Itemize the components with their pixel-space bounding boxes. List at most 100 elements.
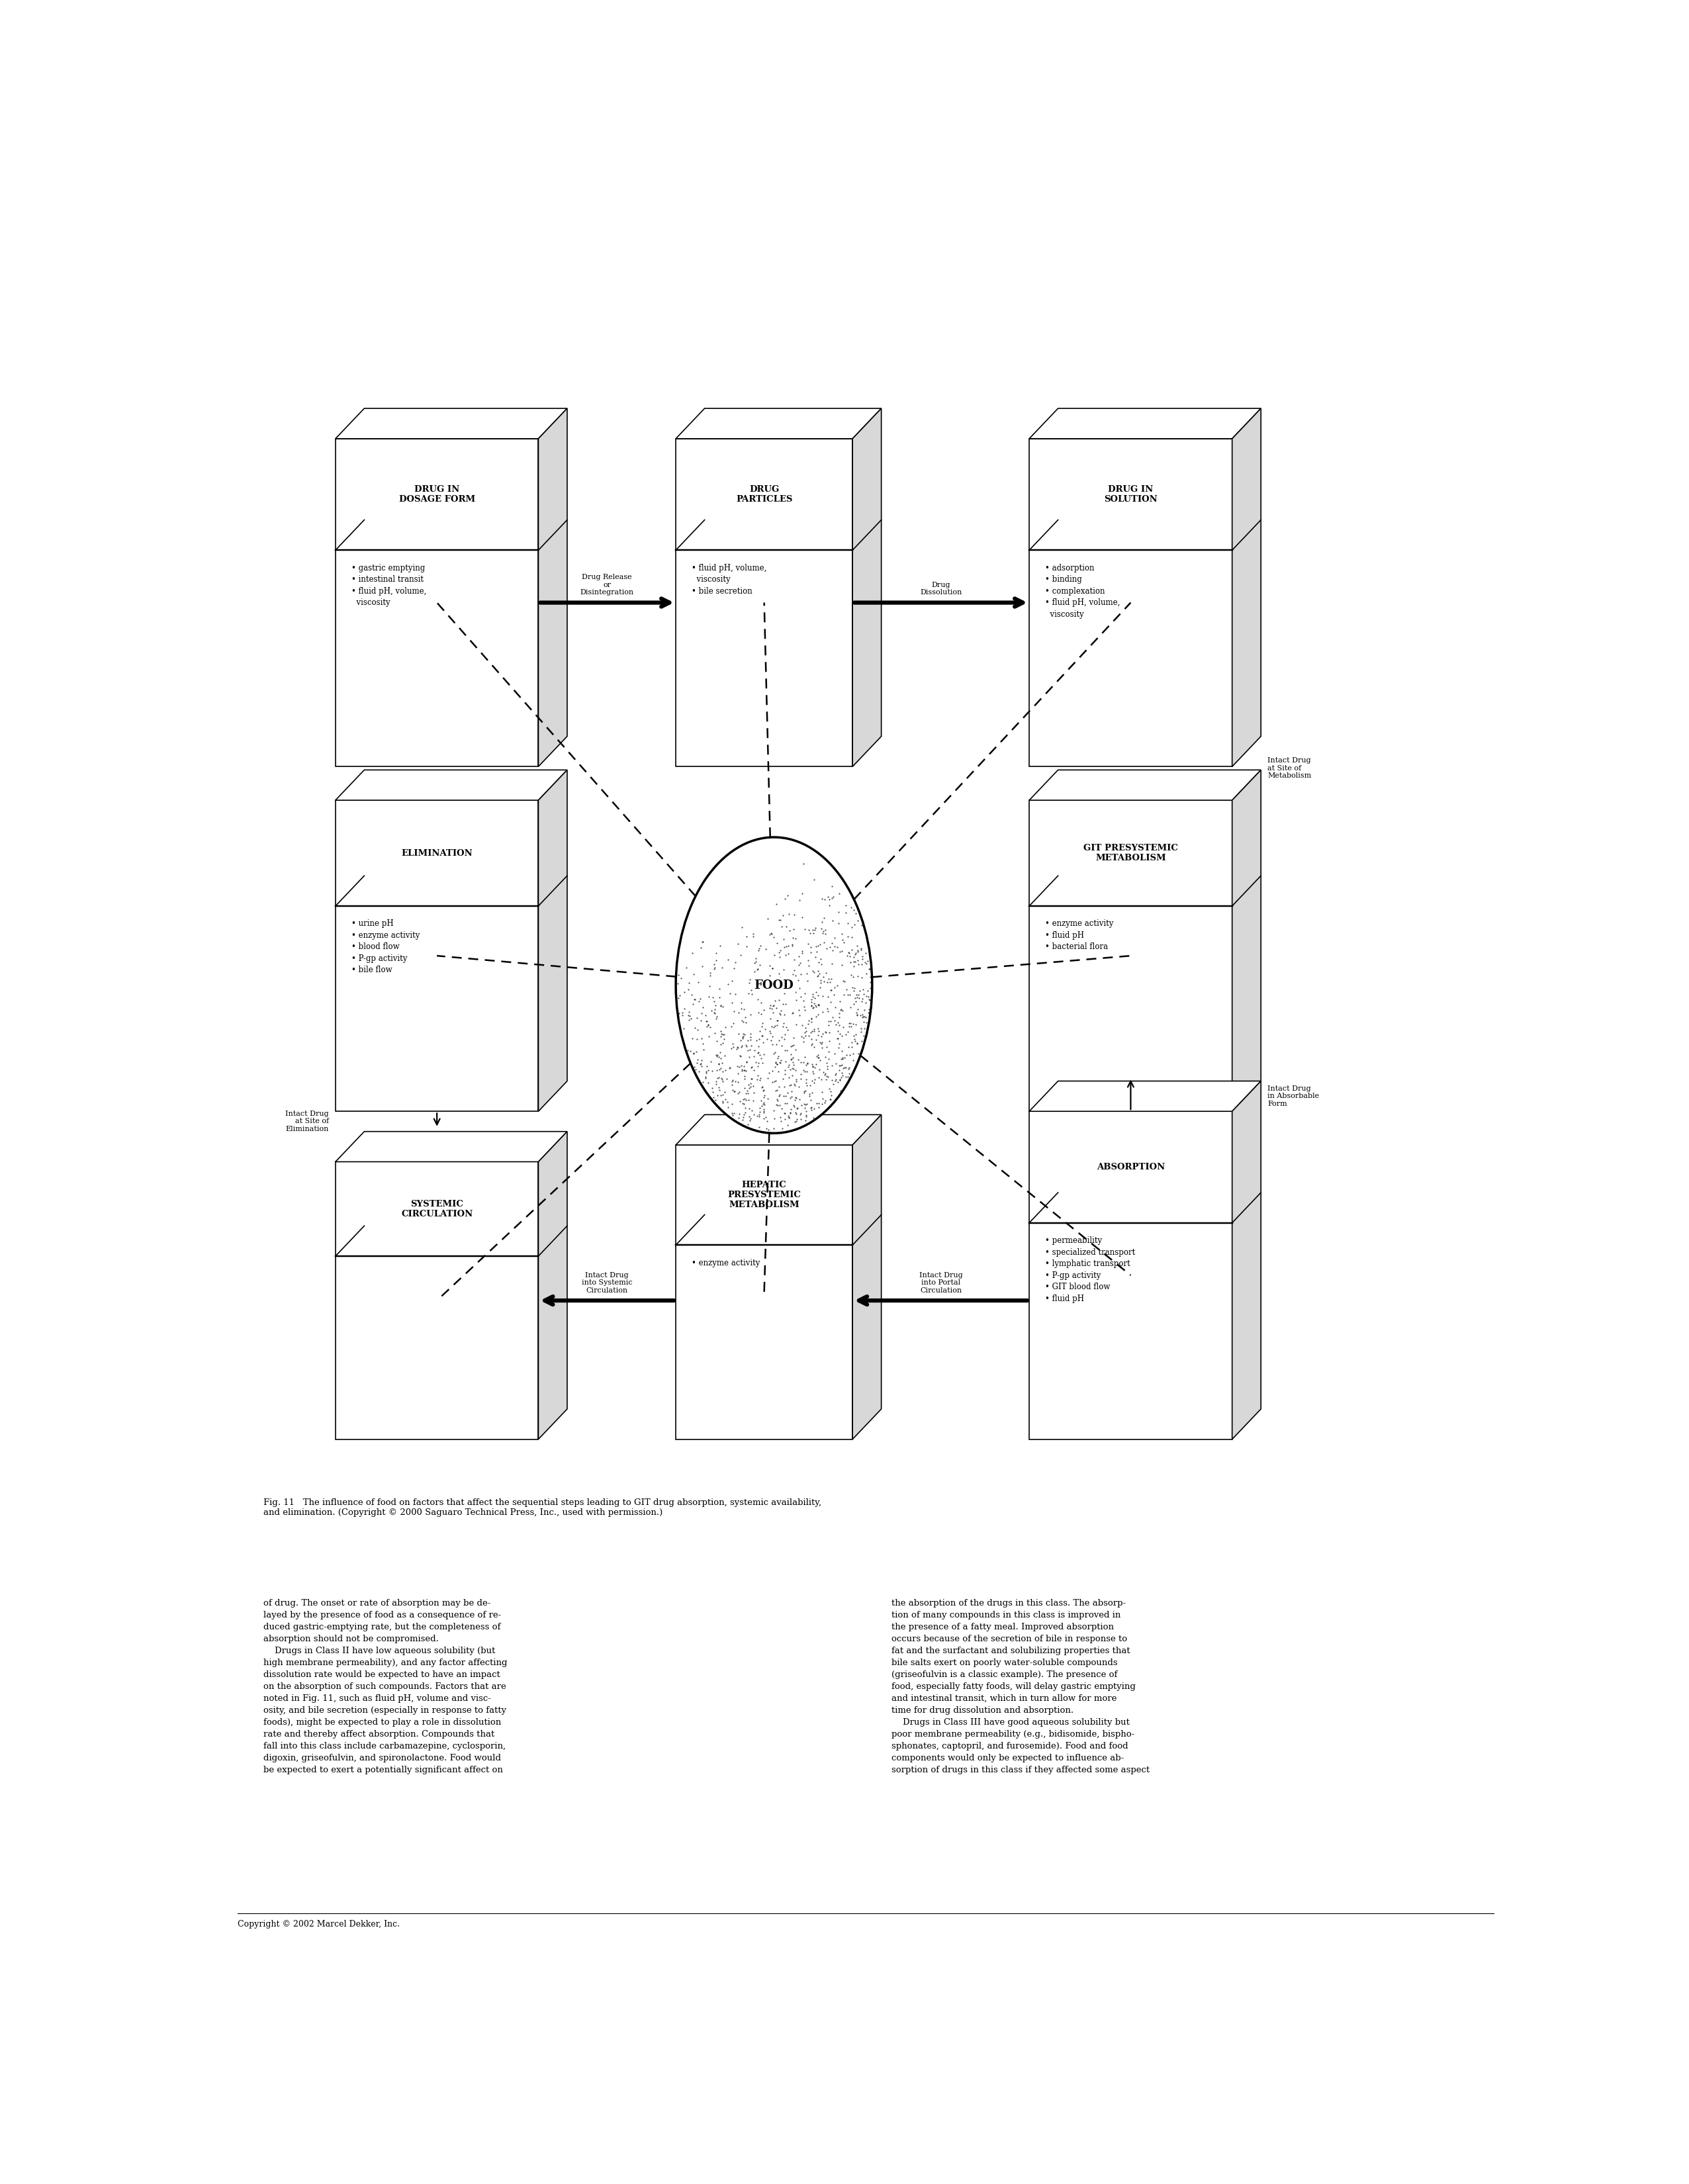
Point xyxy=(774,1085,801,1120)
Text: FOOD: FOOD xyxy=(755,978,794,992)
Point xyxy=(824,1066,851,1101)
Point xyxy=(731,1018,758,1053)
Point xyxy=(718,1085,745,1120)
Text: DRUG IN
SOLUTION: DRUG IN SOLUTION xyxy=(1105,485,1157,505)
Point xyxy=(747,1109,774,1144)
Point xyxy=(816,1072,843,1107)
Point xyxy=(730,1099,757,1133)
Point xyxy=(816,1081,843,1116)
Point xyxy=(772,1018,799,1053)
Point xyxy=(762,1072,789,1107)
Point xyxy=(667,961,694,996)
Point xyxy=(767,1103,794,1138)
Point xyxy=(821,919,848,954)
Ellipse shape xyxy=(676,836,872,1133)
Point xyxy=(694,1066,721,1101)
Point xyxy=(851,992,878,1026)
Point xyxy=(777,1092,804,1127)
Point xyxy=(720,1005,747,1040)
Point xyxy=(708,1051,735,1085)
Point xyxy=(799,1048,826,1083)
Point xyxy=(750,1024,777,1059)
Point xyxy=(804,959,831,994)
Point xyxy=(838,1005,865,1040)
Point xyxy=(855,952,882,987)
Point xyxy=(826,1061,853,1096)
Point xyxy=(762,970,789,1005)
Point xyxy=(785,882,812,917)
Point xyxy=(701,950,728,985)
Point xyxy=(718,963,745,998)
Point xyxy=(787,1044,814,1079)
Point xyxy=(708,987,735,1022)
Point xyxy=(779,928,806,963)
Point xyxy=(748,1005,775,1040)
Point xyxy=(703,935,730,970)
Point xyxy=(772,1057,799,1092)
Point xyxy=(814,930,841,965)
Point xyxy=(777,1094,804,1129)
Text: • urine pH
• enzyme activity
• blood flow
• P-gp activity
• bile flow: • urine pH • enzyme activity • blood flo… xyxy=(351,919,419,974)
Point xyxy=(812,1029,839,1064)
Point xyxy=(755,1112,782,1147)
Point xyxy=(709,989,736,1024)
Point xyxy=(757,1016,784,1051)
Point xyxy=(777,1053,804,1088)
Point xyxy=(757,987,784,1022)
Point xyxy=(824,1005,851,1040)
Point xyxy=(855,978,882,1013)
Point xyxy=(780,911,807,946)
Point xyxy=(836,978,863,1013)
Point xyxy=(796,913,823,948)
Point xyxy=(801,1066,828,1101)
Point xyxy=(829,933,856,968)
Point xyxy=(834,1029,861,1064)
Point xyxy=(745,1029,772,1064)
Point xyxy=(804,928,831,963)
Point xyxy=(829,926,856,961)
Point xyxy=(807,926,834,961)
Point xyxy=(851,985,878,1020)
Point xyxy=(772,1053,799,1088)
Point xyxy=(799,976,826,1011)
Point xyxy=(708,1026,735,1061)
Point xyxy=(843,1026,870,1061)
Point xyxy=(799,1101,826,1136)
Point xyxy=(763,1002,790,1037)
Text: the absorption of the drugs in this class. The absorp-
tion of many compounds in: the absorption of the drugs in this clas… xyxy=(892,1599,1150,1773)
Point xyxy=(728,1053,755,1088)
Point xyxy=(787,946,814,981)
Point xyxy=(796,1018,823,1053)
Point xyxy=(848,939,875,974)
Point xyxy=(762,1064,789,1099)
Point xyxy=(772,937,799,972)
Point xyxy=(725,1066,752,1101)
Point xyxy=(748,1009,775,1044)
Point xyxy=(689,948,716,983)
Point xyxy=(747,1013,774,1048)
Point xyxy=(797,930,824,965)
Point xyxy=(844,933,872,968)
Point xyxy=(736,1070,763,1105)
Point xyxy=(745,1022,772,1057)
Point xyxy=(677,1000,704,1035)
Point xyxy=(735,1033,762,1068)
Point xyxy=(789,1088,816,1123)
Point xyxy=(708,1013,735,1048)
Point xyxy=(789,935,816,970)
Point xyxy=(735,1040,762,1075)
Polygon shape xyxy=(336,771,568,799)
Point xyxy=(851,935,878,970)
Point xyxy=(664,965,691,1000)
Point xyxy=(850,998,877,1033)
Point xyxy=(775,1059,802,1094)
Point xyxy=(745,1096,772,1131)
Point xyxy=(809,904,836,939)
Point xyxy=(671,974,698,1009)
Point xyxy=(775,970,802,1005)
Point xyxy=(823,1057,850,1092)
Point xyxy=(780,1088,807,1123)
Point xyxy=(802,998,829,1033)
Point xyxy=(676,994,703,1029)
Point xyxy=(699,1079,726,1114)
